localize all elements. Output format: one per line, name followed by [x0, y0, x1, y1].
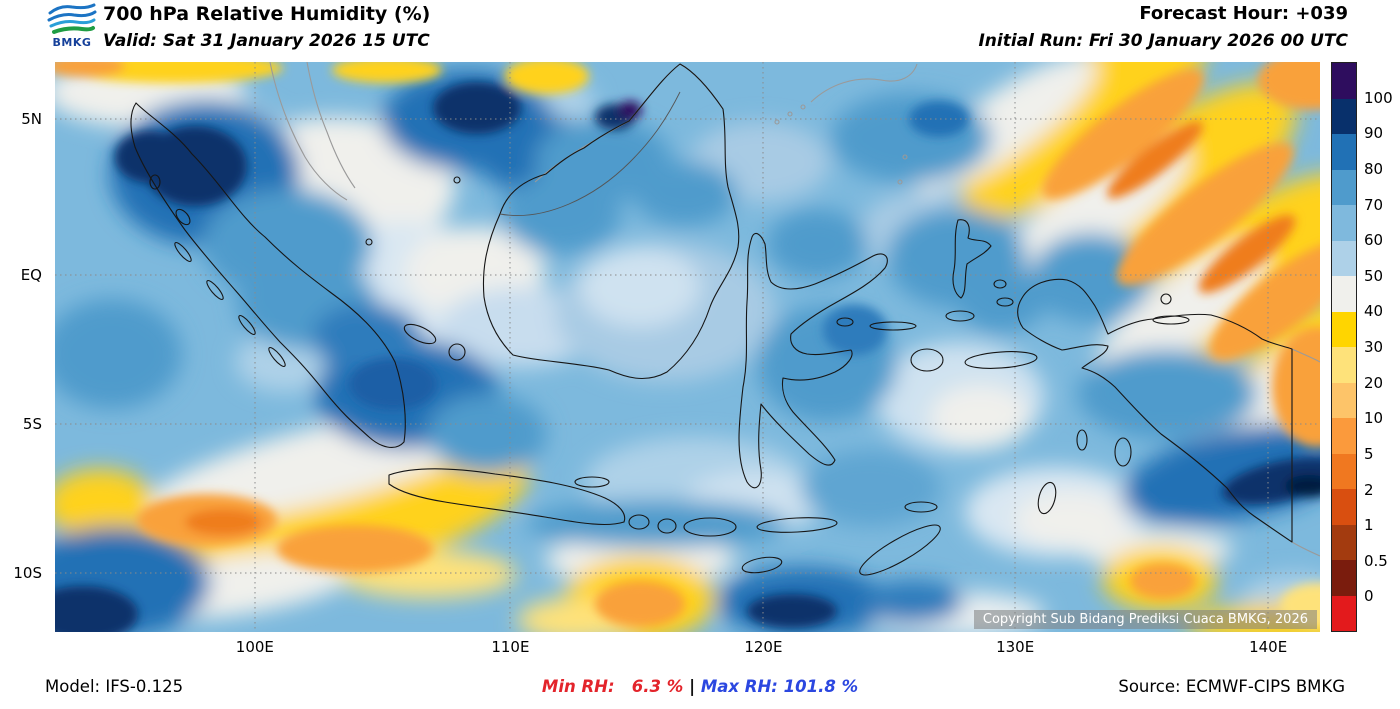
colorbar-tick-label: 0	[1364, 587, 1374, 606]
model-label: Model: IFS-0.125	[45, 677, 184, 696]
colorbar	[1331, 62, 1357, 632]
colorbar-segment	[1332, 453, 1356, 489]
contour-field-cores	[55, 62, 1320, 632]
lon-tick-label: 140E	[1249, 638, 1288, 656]
min-rh: Min RH: 6.3 %	[541, 677, 684, 696]
lon-tick-label: 100E	[235, 638, 274, 656]
colorbar-segment	[1332, 347, 1356, 383]
colorbar-tick-label: 2	[1364, 480, 1374, 499]
lon-tick-label: 130E	[996, 638, 1035, 656]
minmax-stats: Min RH: 6.3 % | Max RH: 101.8 %	[542, 677, 858, 696]
colorbar-ticks: 100 90 80 70 60 50 40 30 20 10 5 2 1 0.5 0	[1364, 62, 1400, 632]
colorbar-segment	[1332, 418, 1356, 454]
bmkg-logo: BMKG	[44, 1, 100, 49]
colorbar-segment	[1332, 240, 1356, 276]
bmkg-logo-icon	[47, 3, 97, 34]
colorbar-tick-label: 0.5	[1364, 551, 1388, 570]
colorbar-tick-label: 30	[1364, 338, 1384, 356]
colorbar-tick-label: 20	[1364, 373, 1384, 392]
lat-tick-label: 5N	[21, 110, 42, 128]
lon-tick-label: 110E	[491, 638, 530, 656]
lat-axis: 5N EQ 5S 10S	[0, 62, 50, 632]
colorbar-tick-label: 50	[1364, 266, 1384, 285]
copyright-watermark: Copyright Sub Bidang Prediksi Cuaca BMKG…	[973, 610, 1317, 629]
graticule	[55, 62, 1320, 632]
colorbar-segment	[1332, 560, 1356, 596]
max-rh: Max RH: 101.8 %	[700, 677, 859, 696]
coastlines	[130, 63, 1293, 576]
colorbar-tick-label: 100	[1364, 88, 1393, 107]
colorbar-tick-label: 1	[1364, 516, 1374, 535]
forecast-hour: Forecast Hour: +039	[1139, 3, 1348, 24]
source-label: Source: ECMWF-CIPS BMKG	[1118, 677, 1345, 696]
colorbar-segment	[1332, 595, 1356, 631]
map-panel: Copyright Sub Bidang Prediksi Cuaca BMKG…	[55, 62, 1320, 632]
lon-tick-label: 120E	[744, 638, 783, 656]
lat-tick-label: 5S	[22, 414, 42, 433]
colorbar-tick-label: 90	[1364, 124, 1384, 143]
initial-run: Initial Run: Fri 30 January 2026 00 UTC	[978, 31, 1348, 51]
colorbar-segment	[1332, 489, 1356, 525]
colorbar-tick-label: 80	[1364, 159, 1384, 178]
colorbar-segment	[1332, 382, 1356, 418]
colorbar-segment	[1332, 63, 1356, 99]
colorbar-tick-label: 40	[1364, 302, 1384, 321]
bmkg-logo-text: BMKG	[52, 36, 92, 49]
colorbar-segment	[1332, 524, 1356, 560]
colorbar-segment	[1332, 98, 1356, 134]
minmax-separator: |	[683, 677, 701, 696]
colorbar-tick-label: 10	[1364, 409, 1384, 428]
colorbar-segment	[1332, 205, 1356, 241]
colorbar-segment	[1332, 311, 1356, 347]
colorbar-segment	[1332, 134, 1356, 170]
colorbar-segment	[1332, 169, 1356, 205]
colorbar-tick-label: 70	[1364, 195, 1384, 214]
colorbar-tick-label: 60	[1364, 231, 1384, 250]
lat-tick-label: 10S	[13, 563, 42, 582]
valid-time: Valid: Sat 31 January 2026 15 UTC	[103, 31, 430, 51]
humidity-field	[55, 62, 1320, 632]
contour-field-soft	[55, 62, 1320, 632]
colorbar-tick-label: 5	[1364, 444, 1374, 463]
page-title: 700 hPa Relative Humidity (%)	[103, 3, 431, 25]
lat-tick-label: EQ	[20, 266, 42, 285]
lon-axis: 100E 110E 120E 130E 140E	[55, 636, 1320, 658]
colorbar-segment	[1332, 276, 1356, 312]
